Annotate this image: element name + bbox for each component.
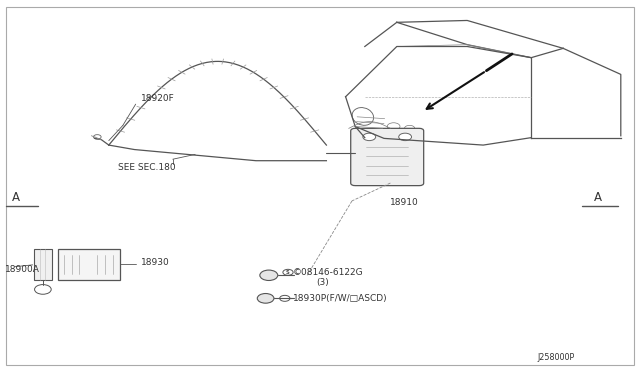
Text: J258000P: J258000P (538, 353, 575, 362)
Text: A: A (594, 191, 602, 203)
Bar (34, 249, 52, 280)
FancyBboxPatch shape (351, 128, 424, 186)
Text: 18920F: 18920F (141, 94, 175, 103)
Circle shape (93, 135, 101, 139)
Circle shape (257, 294, 274, 303)
Text: ©08146-6122G: ©08146-6122G (292, 268, 363, 277)
Text: 18910: 18910 (390, 198, 419, 207)
Circle shape (363, 133, 376, 141)
Text: 18900A: 18900A (5, 265, 40, 274)
Text: 18930: 18930 (141, 258, 170, 267)
Circle shape (260, 270, 278, 280)
Circle shape (280, 295, 290, 301)
Text: S: S (286, 270, 290, 275)
Text: 18930P(F/W/□ASCD): 18930P(F/W/□ASCD) (292, 294, 387, 303)
Text: (3): (3) (316, 278, 329, 287)
Circle shape (283, 269, 293, 275)
Text: A: A (12, 191, 19, 203)
Circle shape (35, 285, 51, 294)
Text: SEE SEC.180: SEE SEC.180 (118, 163, 176, 172)
Bar (58, 249, 120, 280)
Circle shape (399, 133, 412, 141)
